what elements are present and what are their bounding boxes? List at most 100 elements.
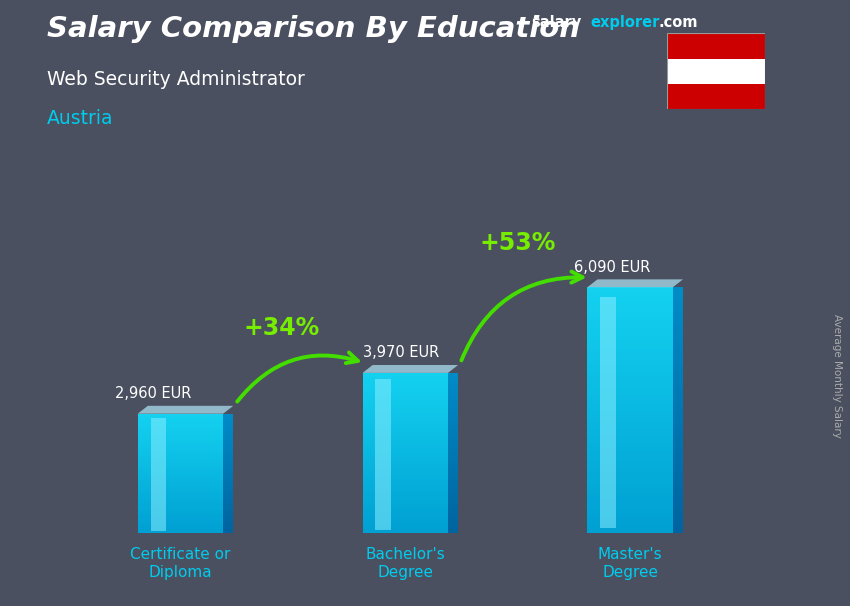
Bar bbox=[138, 456, 224, 458]
Bar bbox=[448, 442, 458, 445]
Bar bbox=[673, 332, 683, 336]
Bar bbox=[224, 425, 233, 428]
Bar bbox=[448, 504, 458, 507]
Bar bbox=[673, 529, 683, 533]
Bar bbox=[448, 458, 458, 461]
Bar bbox=[587, 476, 673, 480]
Bar bbox=[667, 33, 765, 59]
Bar bbox=[224, 428, 233, 430]
Bar bbox=[587, 320, 673, 324]
Bar bbox=[673, 299, 683, 304]
Bar bbox=[138, 444, 224, 445]
Bar bbox=[673, 382, 683, 385]
Bar bbox=[673, 324, 683, 328]
Text: Average Monthly Salary: Average Monthly Salary bbox=[832, 314, 842, 438]
Bar bbox=[673, 525, 683, 529]
Bar bbox=[673, 287, 683, 291]
Bar bbox=[587, 308, 673, 312]
Bar bbox=[224, 439, 233, 442]
Bar bbox=[138, 513, 224, 515]
Bar bbox=[587, 316, 673, 320]
Bar bbox=[587, 345, 673, 349]
Bar bbox=[224, 527, 233, 529]
Bar bbox=[673, 312, 683, 316]
Bar bbox=[673, 369, 683, 373]
Bar bbox=[363, 408, 448, 410]
Bar bbox=[673, 501, 683, 505]
Bar bbox=[138, 487, 224, 490]
Bar bbox=[448, 418, 458, 421]
Text: 3,970 EUR: 3,970 EUR bbox=[363, 345, 439, 360]
Bar bbox=[673, 336, 683, 341]
Bar bbox=[448, 413, 458, 416]
Text: +53%: +53% bbox=[479, 231, 556, 255]
Bar bbox=[363, 442, 448, 445]
Bar bbox=[673, 353, 683, 357]
Bar bbox=[587, 291, 673, 296]
Bar bbox=[448, 531, 458, 533]
Bar bbox=[224, 519, 233, 521]
Bar bbox=[363, 445, 448, 448]
Bar bbox=[138, 439, 224, 442]
Bar bbox=[587, 427, 673, 431]
Bar bbox=[587, 501, 673, 505]
Bar bbox=[673, 431, 683, 435]
Bar bbox=[224, 490, 233, 491]
Bar bbox=[673, 296, 683, 299]
Bar bbox=[363, 458, 448, 461]
Bar bbox=[587, 496, 673, 501]
Bar bbox=[224, 453, 233, 456]
Bar bbox=[448, 518, 458, 520]
Text: salary: salary bbox=[531, 15, 581, 30]
Bar bbox=[363, 522, 448, 525]
Bar bbox=[138, 420, 224, 422]
Text: explorer: explorer bbox=[591, 15, 660, 30]
Bar bbox=[224, 444, 233, 445]
Bar bbox=[363, 389, 448, 391]
Bar bbox=[224, 496, 233, 498]
Bar bbox=[448, 386, 458, 389]
Bar bbox=[224, 518, 233, 519]
Bar bbox=[448, 431, 458, 435]
Bar bbox=[224, 436, 233, 438]
Bar bbox=[587, 513, 673, 517]
Bar bbox=[587, 459, 673, 464]
Bar bbox=[224, 524, 233, 525]
Bar bbox=[448, 485, 458, 488]
Bar bbox=[138, 525, 224, 527]
Bar bbox=[673, 435, 683, 439]
Bar bbox=[224, 505, 233, 507]
Bar bbox=[448, 496, 458, 499]
Bar bbox=[587, 406, 673, 410]
Bar bbox=[363, 464, 448, 467]
Bar bbox=[673, 488, 683, 492]
Bar bbox=[138, 510, 224, 511]
Bar bbox=[138, 470, 224, 471]
Bar bbox=[363, 435, 448, 437]
Bar bbox=[448, 528, 458, 531]
Bar bbox=[138, 529, 224, 531]
Bar bbox=[587, 312, 673, 316]
Bar bbox=[363, 429, 448, 431]
Bar bbox=[363, 504, 448, 507]
Bar bbox=[587, 361, 673, 365]
Bar bbox=[138, 424, 224, 425]
Bar bbox=[363, 405, 448, 408]
Bar bbox=[224, 462, 233, 464]
Bar bbox=[673, 439, 683, 443]
Bar bbox=[673, 341, 683, 345]
Bar bbox=[224, 491, 233, 493]
Bar bbox=[673, 410, 683, 415]
Bar bbox=[138, 458, 224, 459]
Bar bbox=[363, 448, 448, 450]
Bar bbox=[448, 408, 458, 410]
Bar bbox=[673, 468, 683, 471]
Bar bbox=[224, 504, 233, 505]
Bar bbox=[363, 477, 448, 480]
Bar bbox=[224, 510, 233, 511]
Bar bbox=[448, 405, 458, 408]
Bar bbox=[224, 485, 233, 487]
Bar bbox=[587, 431, 673, 435]
Polygon shape bbox=[363, 365, 458, 373]
Bar bbox=[587, 304, 673, 308]
